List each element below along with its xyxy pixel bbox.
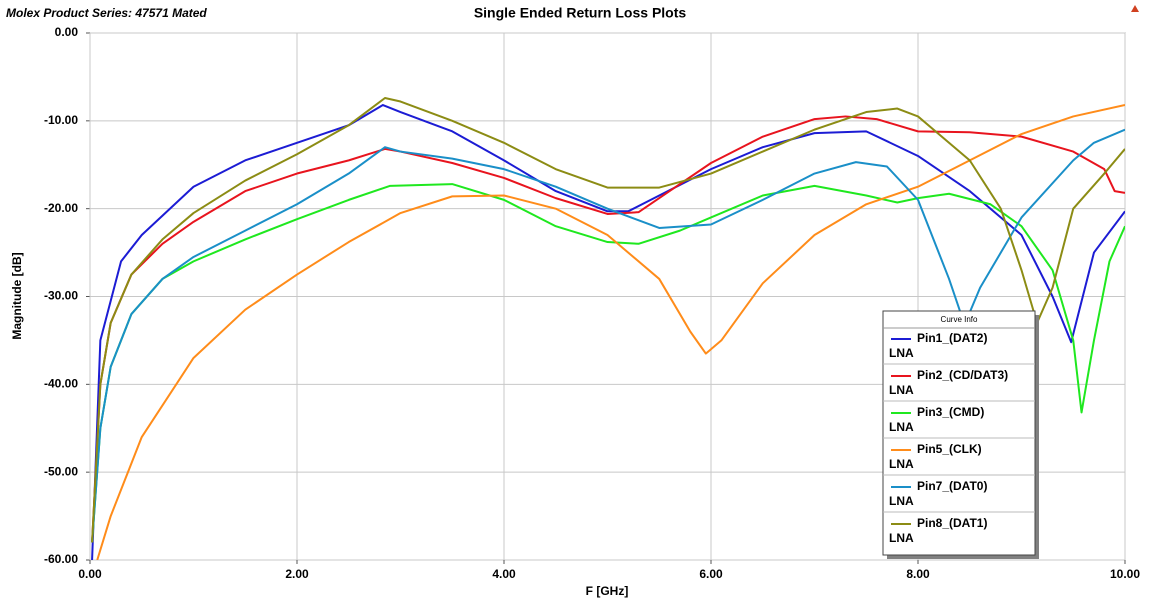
source-label: Molex Product Series: 47571 Mated <box>6 6 207 20</box>
legend-label: Pin5_(CLK) <box>917 442 982 456</box>
legend-sublabel: LNA <box>889 383 914 397</box>
chart-title: Single Ended Return Loss Plots <box>474 5 687 21</box>
y-tick-label: -40.00 <box>44 377 78 391</box>
legend-sublabel: LNA <box>889 457 914 471</box>
legend-label: Pin2_(CD/DAT3) <box>917 368 1008 382</box>
legend-sublabel: LNA <box>889 346 914 360</box>
corner-icon <box>1131 5 1139 12</box>
legend-sublabel: LNA <box>889 531 914 545</box>
y-tick-label: -20.00 <box>44 201 78 215</box>
x-tick-label: 0.00 <box>78 567 102 581</box>
curve <box>91 183 1125 543</box>
x-tick-label: 8.00 <box>906 567 930 581</box>
y-tick-label: -10.00 <box>44 113 78 127</box>
legend-sublabel: LNA <box>889 420 914 434</box>
x-tick-label: 10.00 <box>1110 567 1140 581</box>
x-axis-label: F [GHz] <box>586 584 629 598</box>
legend-label: Pin3_(CMD) <box>917 405 984 419</box>
x-tick-label: 2.00 <box>285 567 309 581</box>
legend: Curve InfoPin1_(DAT2)LNAPin2_(CD/DAT3)LN… <box>882 310 1039 559</box>
x-tick-label: 6.00 <box>699 567 723 581</box>
y-tick-label: -50.00 <box>44 464 78 478</box>
legend-label: Pin7_(DAT0) <box>917 479 987 493</box>
y-axis-label: Magnitude [dB] <box>10 252 24 339</box>
legend-label: Pin8_(DAT1) <box>917 516 987 530</box>
grid: 0.00 -10.00 -20.00 -30.00 -40.00 -50.00 -60.00… <box>44 25 1140 581</box>
curve <box>91 115 1125 543</box>
legend-sublabel: LNA <box>889 494 914 508</box>
curve <box>96 104 1125 560</box>
curve <box>91 97 1125 543</box>
y-tick-label: 0.00 <box>55 25 79 39</box>
legend-label: Pin1_(DAT2) <box>917 331 987 345</box>
legend-box <box>882 310 1036 556</box>
y-tick-label: -60.00 <box>44 552 78 566</box>
x-tick-label: 4.00 <box>492 567 516 581</box>
legend-title: Curve Info <box>941 315 978 324</box>
y-tick-label: -30.00 <box>44 289 78 303</box>
